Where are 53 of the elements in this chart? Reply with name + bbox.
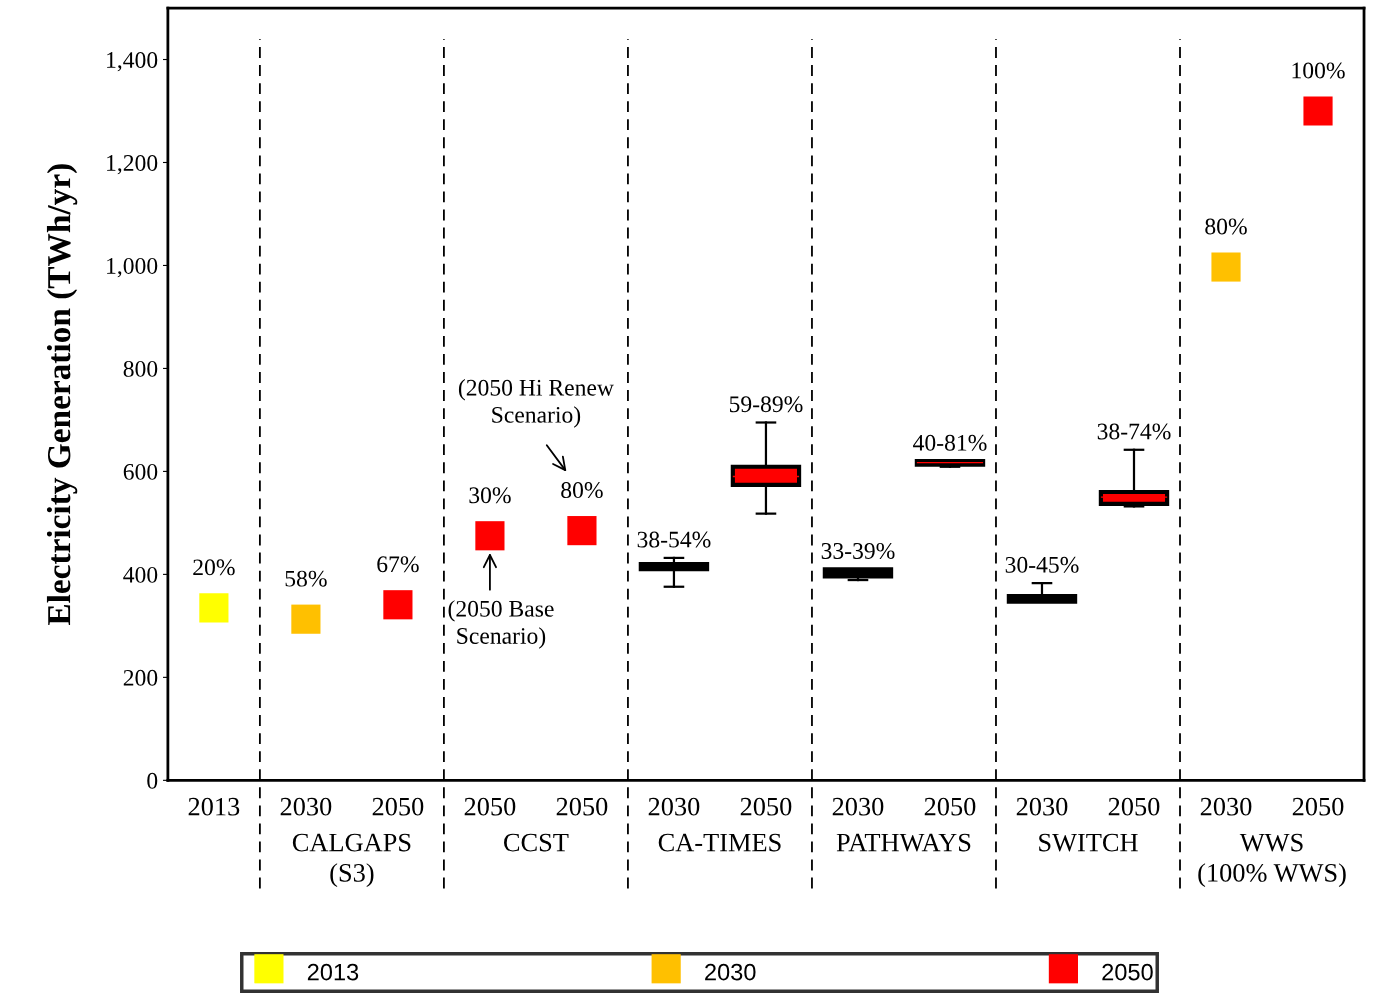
- text: CA-TIMES: [658, 833, 781, 852]
- annotation: 80%: [561, 482, 603, 499]
- y-tick-label: 800: [123, 360, 158, 377]
- text: CALGAPS (S3): [292, 833, 411, 888]
- x-tick-label: 2050: [464, 797, 516, 816]
- annotation: 30%: [469, 487, 511, 504]
- x-tick-label: 2050: [1292, 797, 1344, 816]
- y-tick-label: 400: [123, 566, 158, 583]
- x-tick-label: 2030: [832, 797, 884, 816]
- x-tick-label: 2050: [556, 797, 608, 816]
- x-tick-label: 2050: [372, 797, 424, 816]
- y-tick-label: 0: [147, 772, 158, 789]
- point: [199, 593, 229, 623]
- x-tick-label: 2050: [924, 797, 976, 816]
- annotation: 40-81%: [913, 434, 987, 451]
- annotation: 58%: [285, 570, 327, 587]
- annotation: 38-74%: [1097, 423, 1171, 440]
- text: PATHWAYS: [836, 833, 971, 852]
- x-tick-label: 2050: [740, 797, 792, 816]
- text: SWITCH: [1039, 833, 1138, 852]
- x-tick-label: 2030: [1016, 797, 1068, 816]
- annotation: 33-39%: [821, 542, 895, 559]
- point: [1211, 252, 1241, 282]
- annotation: 30-45%: [1005, 556, 1079, 573]
- y-tick-label: 1,400: [107, 52, 158, 72]
- legend-label: 2013: [307, 963, 359, 981]
- annotation: 80%: [1205, 218, 1247, 235]
- y-tick-label: 600: [123, 463, 158, 480]
- x-tick-label: 2050: [1108, 797, 1160, 816]
- y-tick-label: 200: [123, 669, 158, 686]
- point: [567, 516, 597, 546]
- annotation: (2050 Hi Renew Scenario): [458, 379, 614, 428]
- y-tick-label: 1,000: [107, 257, 158, 278]
- point: [383, 590, 413, 620]
- point: [475, 521, 505, 551]
- text: CCST: [504, 833, 569, 852]
- point: [291, 604, 321, 634]
- annotation: 20%: [193, 559, 235, 576]
- x-tick-label: 2013: [188, 797, 240, 816]
- x-tick-label: 2030: [648, 797, 700, 816]
- legend-label: 2050: [1102, 963, 1153, 981]
- annotation: 59-89%: [729, 396, 803, 413]
- text: WWS (100% WWS): [1198, 833, 1346, 888]
- point: [1303, 96, 1333, 126]
- y-axis-title: Electricity Generation (TWh/yr): [46, 164, 78, 626]
- legend-label: 2030: [705, 963, 756, 981]
- annotation: 67%: [377, 556, 419, 573]
- x-tick-label: 2030: [280, 797, 332, 816]
- y-tick-label: 1,200: [107, 154, 158, 175]
- annotation: 38-54%: [637, 531, 711, 548]
- annotation: 100%: [1292, 62, 1345, 79]
- x-tick-label: 2030: [1200, 797, 1252, 816]
- annotation: (2050 Base Scenario): [448, 600, 554, 649]
